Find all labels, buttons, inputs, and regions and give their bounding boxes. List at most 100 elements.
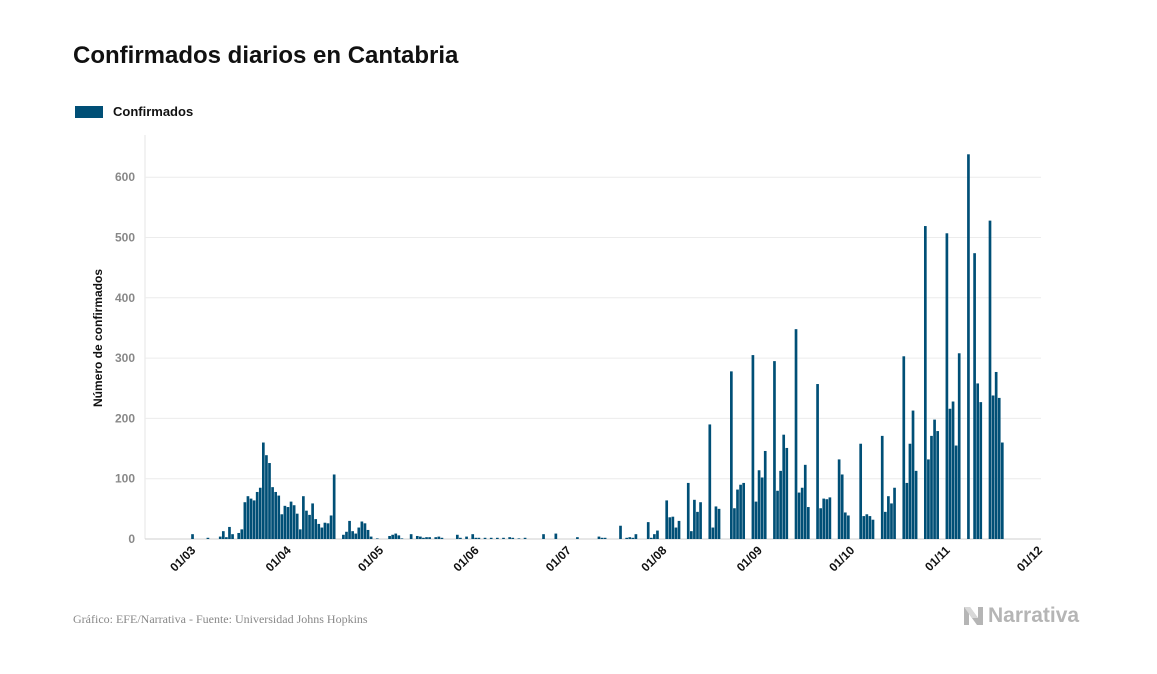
source-note: Gráfico: EFE/Narrativa - Fuente: Univers… <box>73 612 368 626</box>
bar <box>671 516 675 539</box>
bar <box>880 435 884 539</box>
x-tick-label: 01/11 <box>922 543 953 574</box>
bar <box>847 515 850 539</box>
bar <box>394 533 398 539</box>
bar <box>868 516 872 539</box>
bar <box>674 527 678 539</box>
bar <box>773 361 776 539</box>
bar <box>206 537 210 539</box>
bar <box>277 495 281 539</box>
bar <box>471 534 475 539</box>
bar <box>686 482 690 539</box>
bar <box>625 537 629 539</box>
bar <box>295 513 299 539</box>
narrativa-n-icon <box>964 607 983 625</box>
bar <box>936 431 939 539</box>
y-tick-label: 600 <box>115 170 135 184</box>
bar <box>243 502 247 539</box>
bar <box>757 470 761 539</box>
bar <box>603 537 607 539</box>
bar <box>930 435 933 539</box>
bar <box>517 538 521 539</box>
bar <box>308 514 311 539</box>
bar <box>782 434 786 539</box>
bar <box>754 501 758 539</box>
bar <box>751 355 755 539</box>
bar <box>369 536 373 539</box>
bar <box>634 534 638 539</box>
bar <box>221 531 225 539</box>
bar <box>991 395 995 539</box>
bar <box>502 537 505 539</box>
bar <box>302 496 305 539</box>
bar <box>354 533 358 539</box>
bar <box>425 537 428 539</box>
bar <box>298 529 302 539</box>
bar <box>902 356 906 539</box>
bar <box>311 503 314 539</box>
bar <box>797 492 801 539</box>
bar <box>976 383 980 539</box>
bar <box>828 497 832 539</box>
bar <box>237 532 241 539</box>
bar <box>489 537 493 539</box>
bar <box>825 499 829 539</box>
bar <box>268 463 271 539</box>
bar <box>945 233 949 539</box>
bar <box>360 521 364 539</box>
y-tick-label: 400 <box>115 291 135 305</box>
bar <box>893 487 896 539</box>
bar <box>542 534 545 539</box>
bar <box>305 510 308 539</box>
bar <box>262 442 265 539</box>
bar <box>477 537 481 539</box>
bar <box>699 502 702 539</box>
bar <box>400 538 404 539</box>
bar <box>816 384 819 539</box>
bar <box>437 536 441 539</box>
bar <box>283 505 287 539</box>
bar <box>326 523 330 539</box>
bar <box>314 519 318 539</box>
bar <box>711 527 715 539</box>
bar <box>871 519 875 539</box>
bar <box>717 508 721 539</box>
bar <box>225 537 228 539</box>
bar <box>265 455 268 539</box>
bar <box>286 507 290 539</box>
bar <box>1000 442 1004 539</box>
bar <box>508 537 512 539</box>
bar <box>785 447 789 539</box>
bar <box>600 537 604 539</box>
bar <box>649 537 653 539</box>
bar <box>357 527 361 539</box>
bar <box>763 450 767 539</box>
bar <box>742 482 746 539</box>
bar <box>819 508 822 539</box>
x-tick-label: 01/03 <box>167 543 198 574</box>
y-tick-label: 500 <box>115 231 135 245</box>
bar <box>619 525 622 539</box>
y-tick-label: 100 <box>115 472 135 486</box>
bar <box>397 535 401 539</box>
bar <box>862 516 866 539</box>
bar <box>806 507 810 539</box>
bar <box>218 536 222 539</box>
bar <box>665 500 669 539</box>
bar <box>388 535 391 539</box>
bar <box>440 537 444 539</box>
bar <box>954 445 958 539</box>
bar <box>415 535 419 539</box>
bar <box>973 253 976 540</box>
bar <box>988 220 992 539</box>
bar <box>708 424 712 539</box>
bar <box>523 537 527 539</box>
bar <box>911 410 915 539</box>
bar <box>653 534 656 539</box>
bar <box>323 522 327 539</box>
bar <box>689 531 693 539</box>
bar <box>887 496 890 539</box>
bar <box>794 329 798 539</box>
bar <box>554 533 558 539</box>
